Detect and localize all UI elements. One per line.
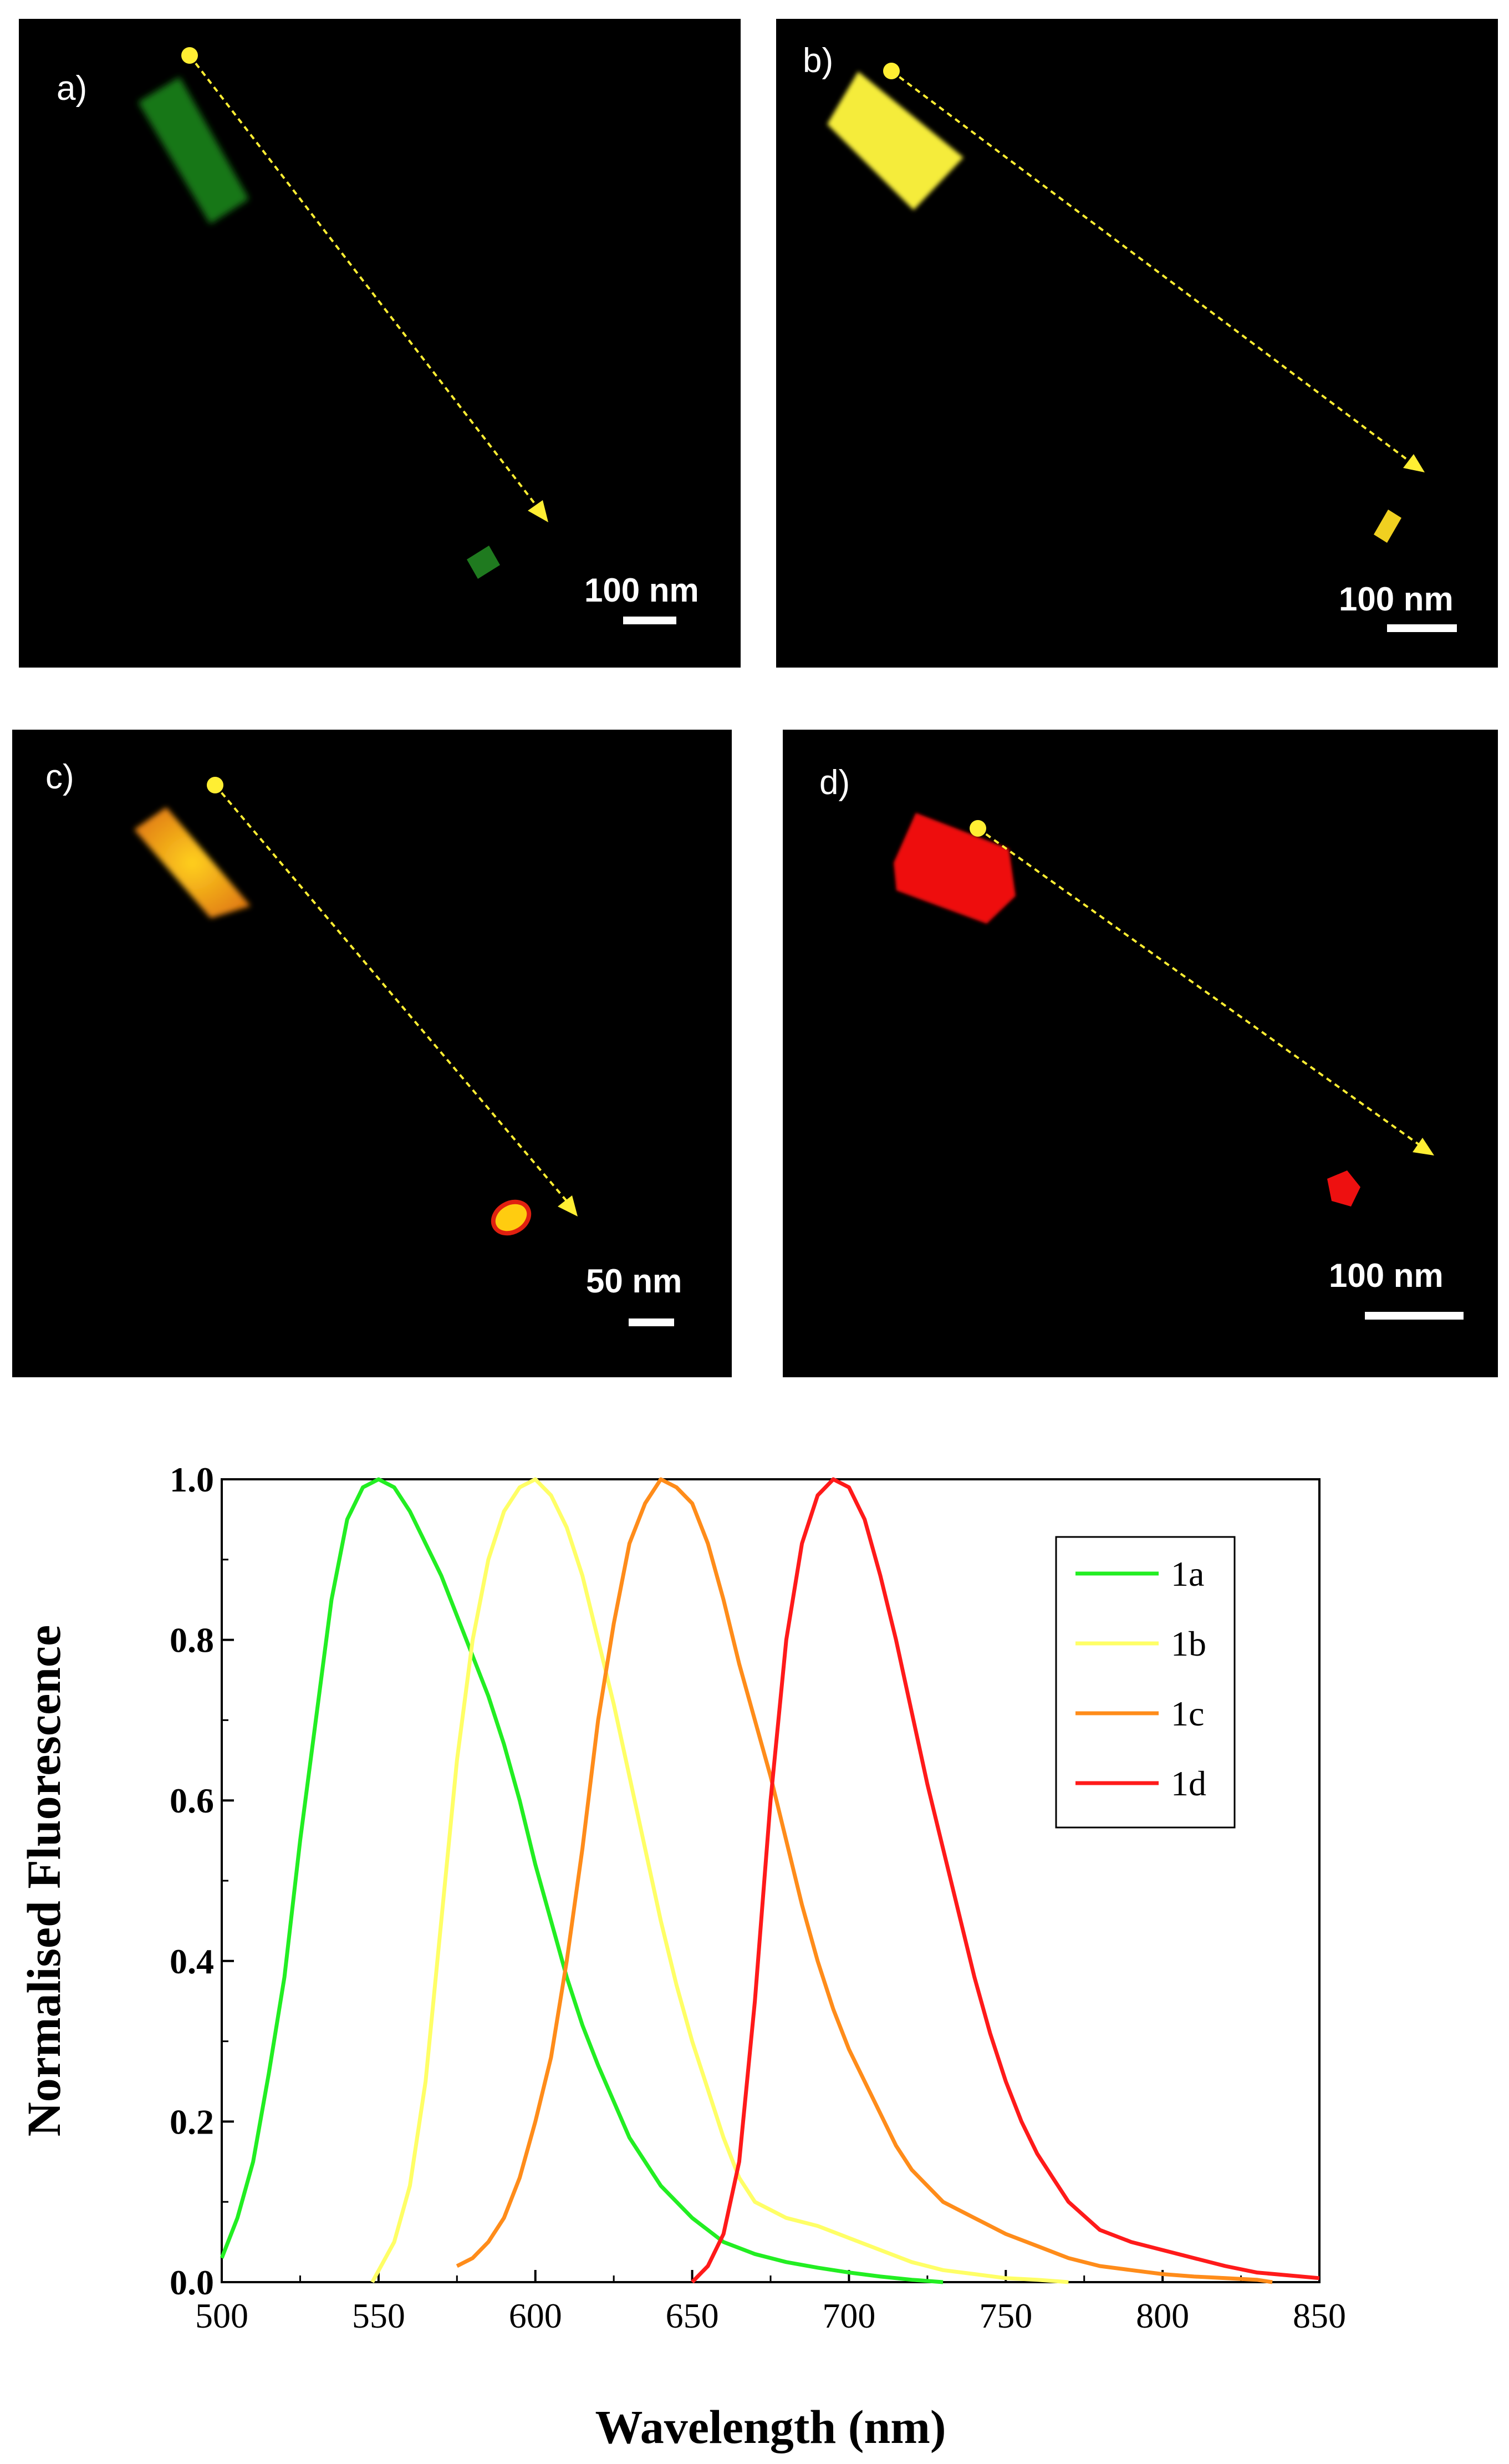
axes-ticks: 500 550 600 650 700 750 800 850 0.0 0.2 0.4 0.6 0.8 1… <box>170 1460 1346 2335</box>
crystal-small <box>491 1199 532 1236</box>
scale-bar-label: 50 nm <box>586 1262 682 1300</box>
crystal-small <box>467 546 500 579</box>
arrow-head <box>1413 1138 1434 1155</box>
series-line-1a <box>220 1477 944 2284</box>
arrow-head <box>528 500 548 522</box>
crystal-large <box>134 807 251 918</box>
y-tick-label: 0.0 <box>170 2263 214 2302</box>
series-lines <box>220 1477 1320 2284</box>
microscopy-panel-d: d) 100 nm <box>783 730 1498 1377</box>
microscopy-panel-b: b) 100 nm <box>776 19 1498 668</box>
y-axis-label: Normalised Fluorescence <box>17 1625 70 2137</box>
series-line-1d <box>691 1477 1320 2284</box>
scale-bar <box>623 617 676 624</box>
microscopy-panel-c: c) 50 nm <box>12 730 732 1377</box>
x-tick-label: 800 <box>1136 2296 1189 2335</box>
x-tick-label: 850 <box>1293 2296 1346 2335</box>
crystal-large <box>827 72 963 210</box>
legend-label-1c: 1c <box>1171 1694 1204 1733</box>
x-tick-label: 650 <box>666 2296 719 2335</box>
y-tick-label: 0.8 <box>170 1621 214 1660</box>
scale-bar <box>629 1318 674 1326</box>
panel-label: c) <box>45 758 74 796</box>
panel-d-graphics <box>894 813 1434 1206</box>
crystal-large <box>138 77 249 224</box>
scale-bar-label: 100 nm <box>1329 1257 1444 1294</box>
y-tick-label: 0.6 <box>170 1781 214 1820</box>
y-tick-label: 0.4 <box>170 1942 214 1981</box>
x-axis-label: Wavelength (nm) <box>595 2400 946 2453</box>
crystal-small <box>1374 510 1401 543</box>
microscopy-panel-a: a) 100 nm <box>19 19 741 668</box>
arrow-start-dot <box>970 820 986 837</box>
panel-label: b) <box>803 42 834 80</box>
fluorescence-chart: 500 550 600 650 700 750 800 850 0.0 0.2 0.4 0.6 0.8 1… <box>17 1460 1346 2453</box>
y-tick-label: 0.2 <box>170 2102 214 2141</box>
legend-box <box>1055 1536 1236 1829</box>
x-tick-label: 550 <box>352 2296 405 2335</box>
legend-label-1b: 1b <box>1171 1624 1206 1663</box>
arrow-line <box>977 827 1421 1147</box>
scale-bar <box>1365 1312 1464 1320</box>
x-tick-label: 700 <box>822 2296 875 2335</box>
arrow-line <box>214 784 568 1202</box>
crystal-small <box>1327 1170 1360 1206</box>
panel-c-graphics <box>134 777 578 1236</box>
scale-bar <box>1387 624 1457 632</box>
panel-a-graphics <box>138 47 548 579</box>
arrow-start-dot <box>207 777 223 793</box>
arrow-line <box>890 70 1412 464</box>
arrow-head <box>1403 454 1425 472</box>
legend: 1a 1b 1c 1d <box>1055 1536 1236 1829</box>
panel-b-graphics <box>827 63 1425 543</box>
arrow-start-dot <box>181 47 198 64</box>
arrow-line <box>188 54 538 508</box>
scale-bar-label: 100 nm <box>1339 581 1454 618</box>
panel-label: a) <box>57 69 88 108</box>
crystal-large <box>894 813 1016 924</box>
panel-label: d) <box>819 763 850 802</box>
x-tick-label: 600 <box>509 2296 562 2335</box>
legend-label-1a: 1a <box>1171 1554 1204 1594</box>
series-line-1c <box>456 1477 1273 2284</box>
arrow-head <box>558 1195 578 1216</box>
series-line-1b <box>370 1477 1069 2284</box>
scale-bar-label: 100 nm <box>584 572 699 609</box>
arrow-start-dot <box>883 63 900 79</box>
x-tick-label: 500 <box>195 2296 248 2335</box>
x-tick-label: 750 <box>979 2296 1032 2335</box>
legend-label-1d: 1d <box>1171 1764 1206 1803</box>
y-tick-label: 1.0 <box>170 1460 214 1499</box>
